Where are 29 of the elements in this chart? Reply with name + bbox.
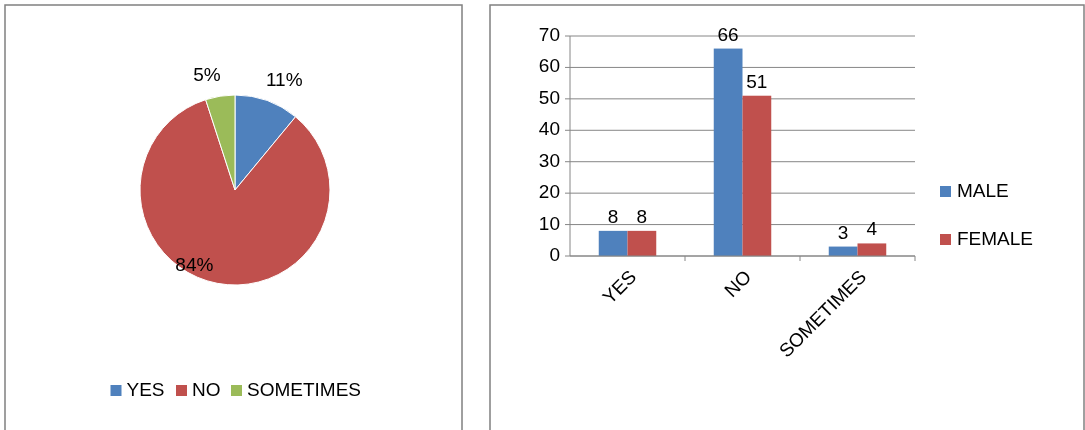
data-label: 4 (866, 218, 878, 240)
y-tick-label: 40 (538, 118, 560, 140)
bar (742, 95, 772, 256)
x-tick-label: NO (720, 265, 756, 301)
bar (713, 48, 743, 256)
x-tick-label: YES (598, 265, 641, 308)
y-tick-label: 60 (538, 55, 560, 77)
data-label: 8 (636, 205, 648, 227)
data-label: 84% (175, 254, 214, 276)
y-tick-label: 30 (538, 149, 560, 171)
y-tick-label: 70 (538, 24, 560, 46)
legend-label: MALE (957, 180, 1009, 202)
data-label: 3 (837, 221, 849, 243)
y-tick-label: 0 (549, 244, 560, 266)
data-label: 8 (607, 205, 619, 227)
legend-label: SOMETIMES (247, 379, 362, 401)
data-label: 11% (265, 68, 303, 90)
legend-label: NO (192, 379, 221, 401)
bar (857, 243, 887, 256)
data-label: 5% (193, 63, 221, 85)
bar (598, 230, 628, 256)
y-tick-label: 20 (538, 181, 560, 203)
data-label: 66 (717, 23, 739, 45)
legend-label: YES (126, 379, 165, 401)
bar (627, 230, 657, 256)
data-label: 51 (746, 70, 768, 92)
y-tick-label: 50 (538, 86, 560, 108)
legend-label: FEMALE (957, 228, 1034, 250)
y-tick-label: 10 (538, 212, 560, 234)
